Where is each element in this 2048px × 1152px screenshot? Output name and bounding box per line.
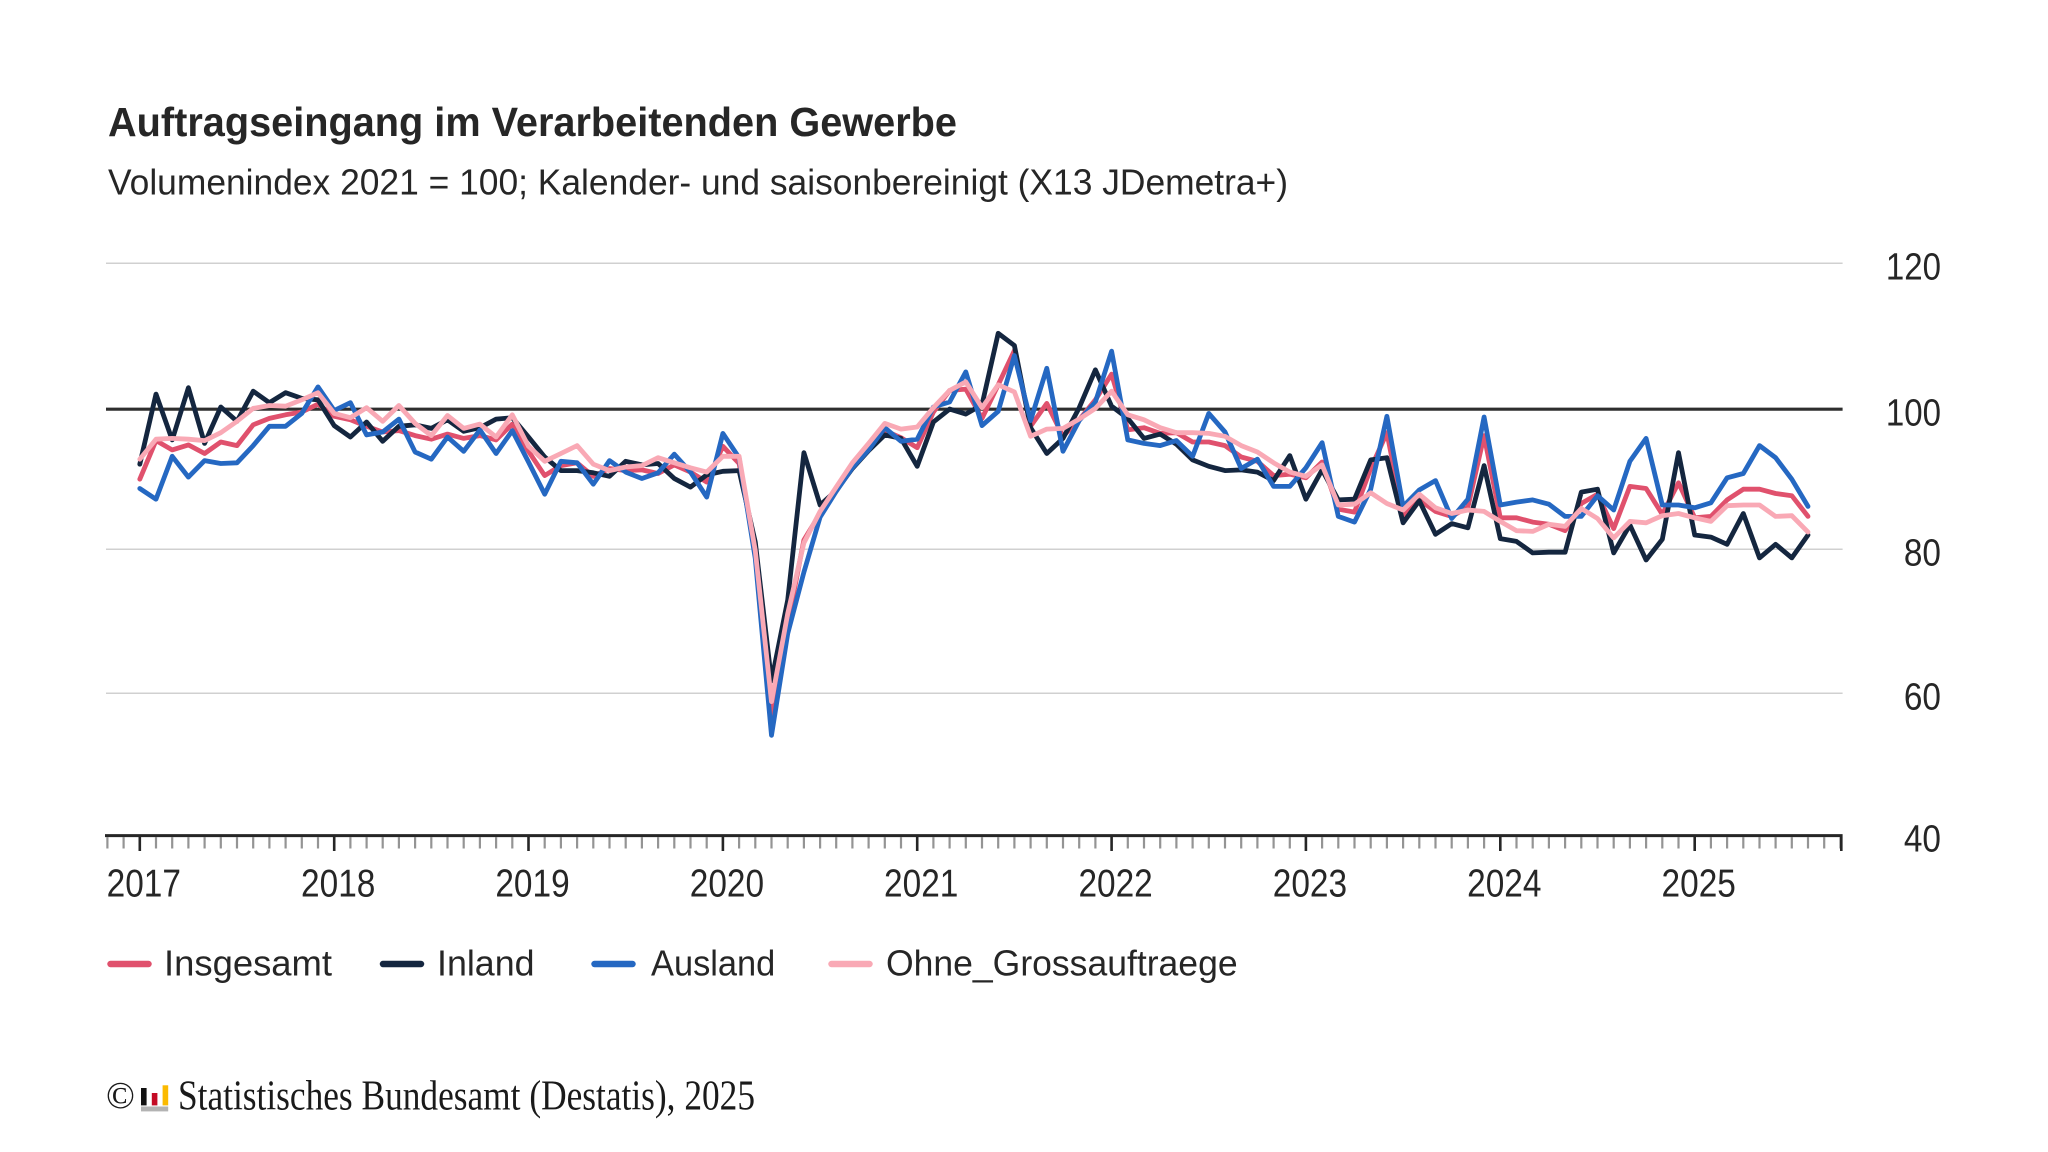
svg-text:2025: 2025 [1662, 863, 1736, 906]
svg-text:2020: 2020 [690, 863, 764, 906]
svg-text:60: 60 [1904, 677, 1941, 719]
svg-text:2024: 2024 [1467, 863, 1541, 906]
svg-text:Inland: Inland [437, 943, 535, 984]
svg-text:40: 40 [1904, 819, 1941, 861]
svg-text:80: 80 [1904, 533, 1941, 575]
svg-text:Auftragseingang im Verarbeiten: Auftragseingang im Verarbeitenden Gewerb… [108, 99, 957, 145]
svg-text:Ohne_Grossauftraege: Ohne_Grossauftraege [886, 943, 1238, 984]
svg-text:Volumenindex 2021 = 100; Kalen: Volumenindex 2021 = 100; Kalender- und s… [108, 162, 1288, 203]
svg-text:120: 120 [1886, 247, 1941, 289]
svg-text:2022: 2022 [1078, 863, 1152, 906]
svg-text:Statistisches Bundesamt (Desta: Statistisches Bundesamt (Destatis), 2025 [178, 1074, 755, 1120]
svg-text:100: 100 [1886, 393, 1941, 435]
svg-text:©: © [106, 1075, 135, 1117]
svg-text:Ausland: Ausland [651, 943, 775, 984]
svg-text:2023: 2023 [1273, 863, 1347, 906]
svg-text:2019: 2019 [495, 863, 569, 906]
svg-text:2021: 2021 [884, 863, 958, 906]
svg-text:Insgesamt: Insgesamt [164, 943, 332, 984]
svg-text:2018: 2018 [301, 863, 375, 906]
svg-text:2017: 2017 [107, 863, 181, 906]
